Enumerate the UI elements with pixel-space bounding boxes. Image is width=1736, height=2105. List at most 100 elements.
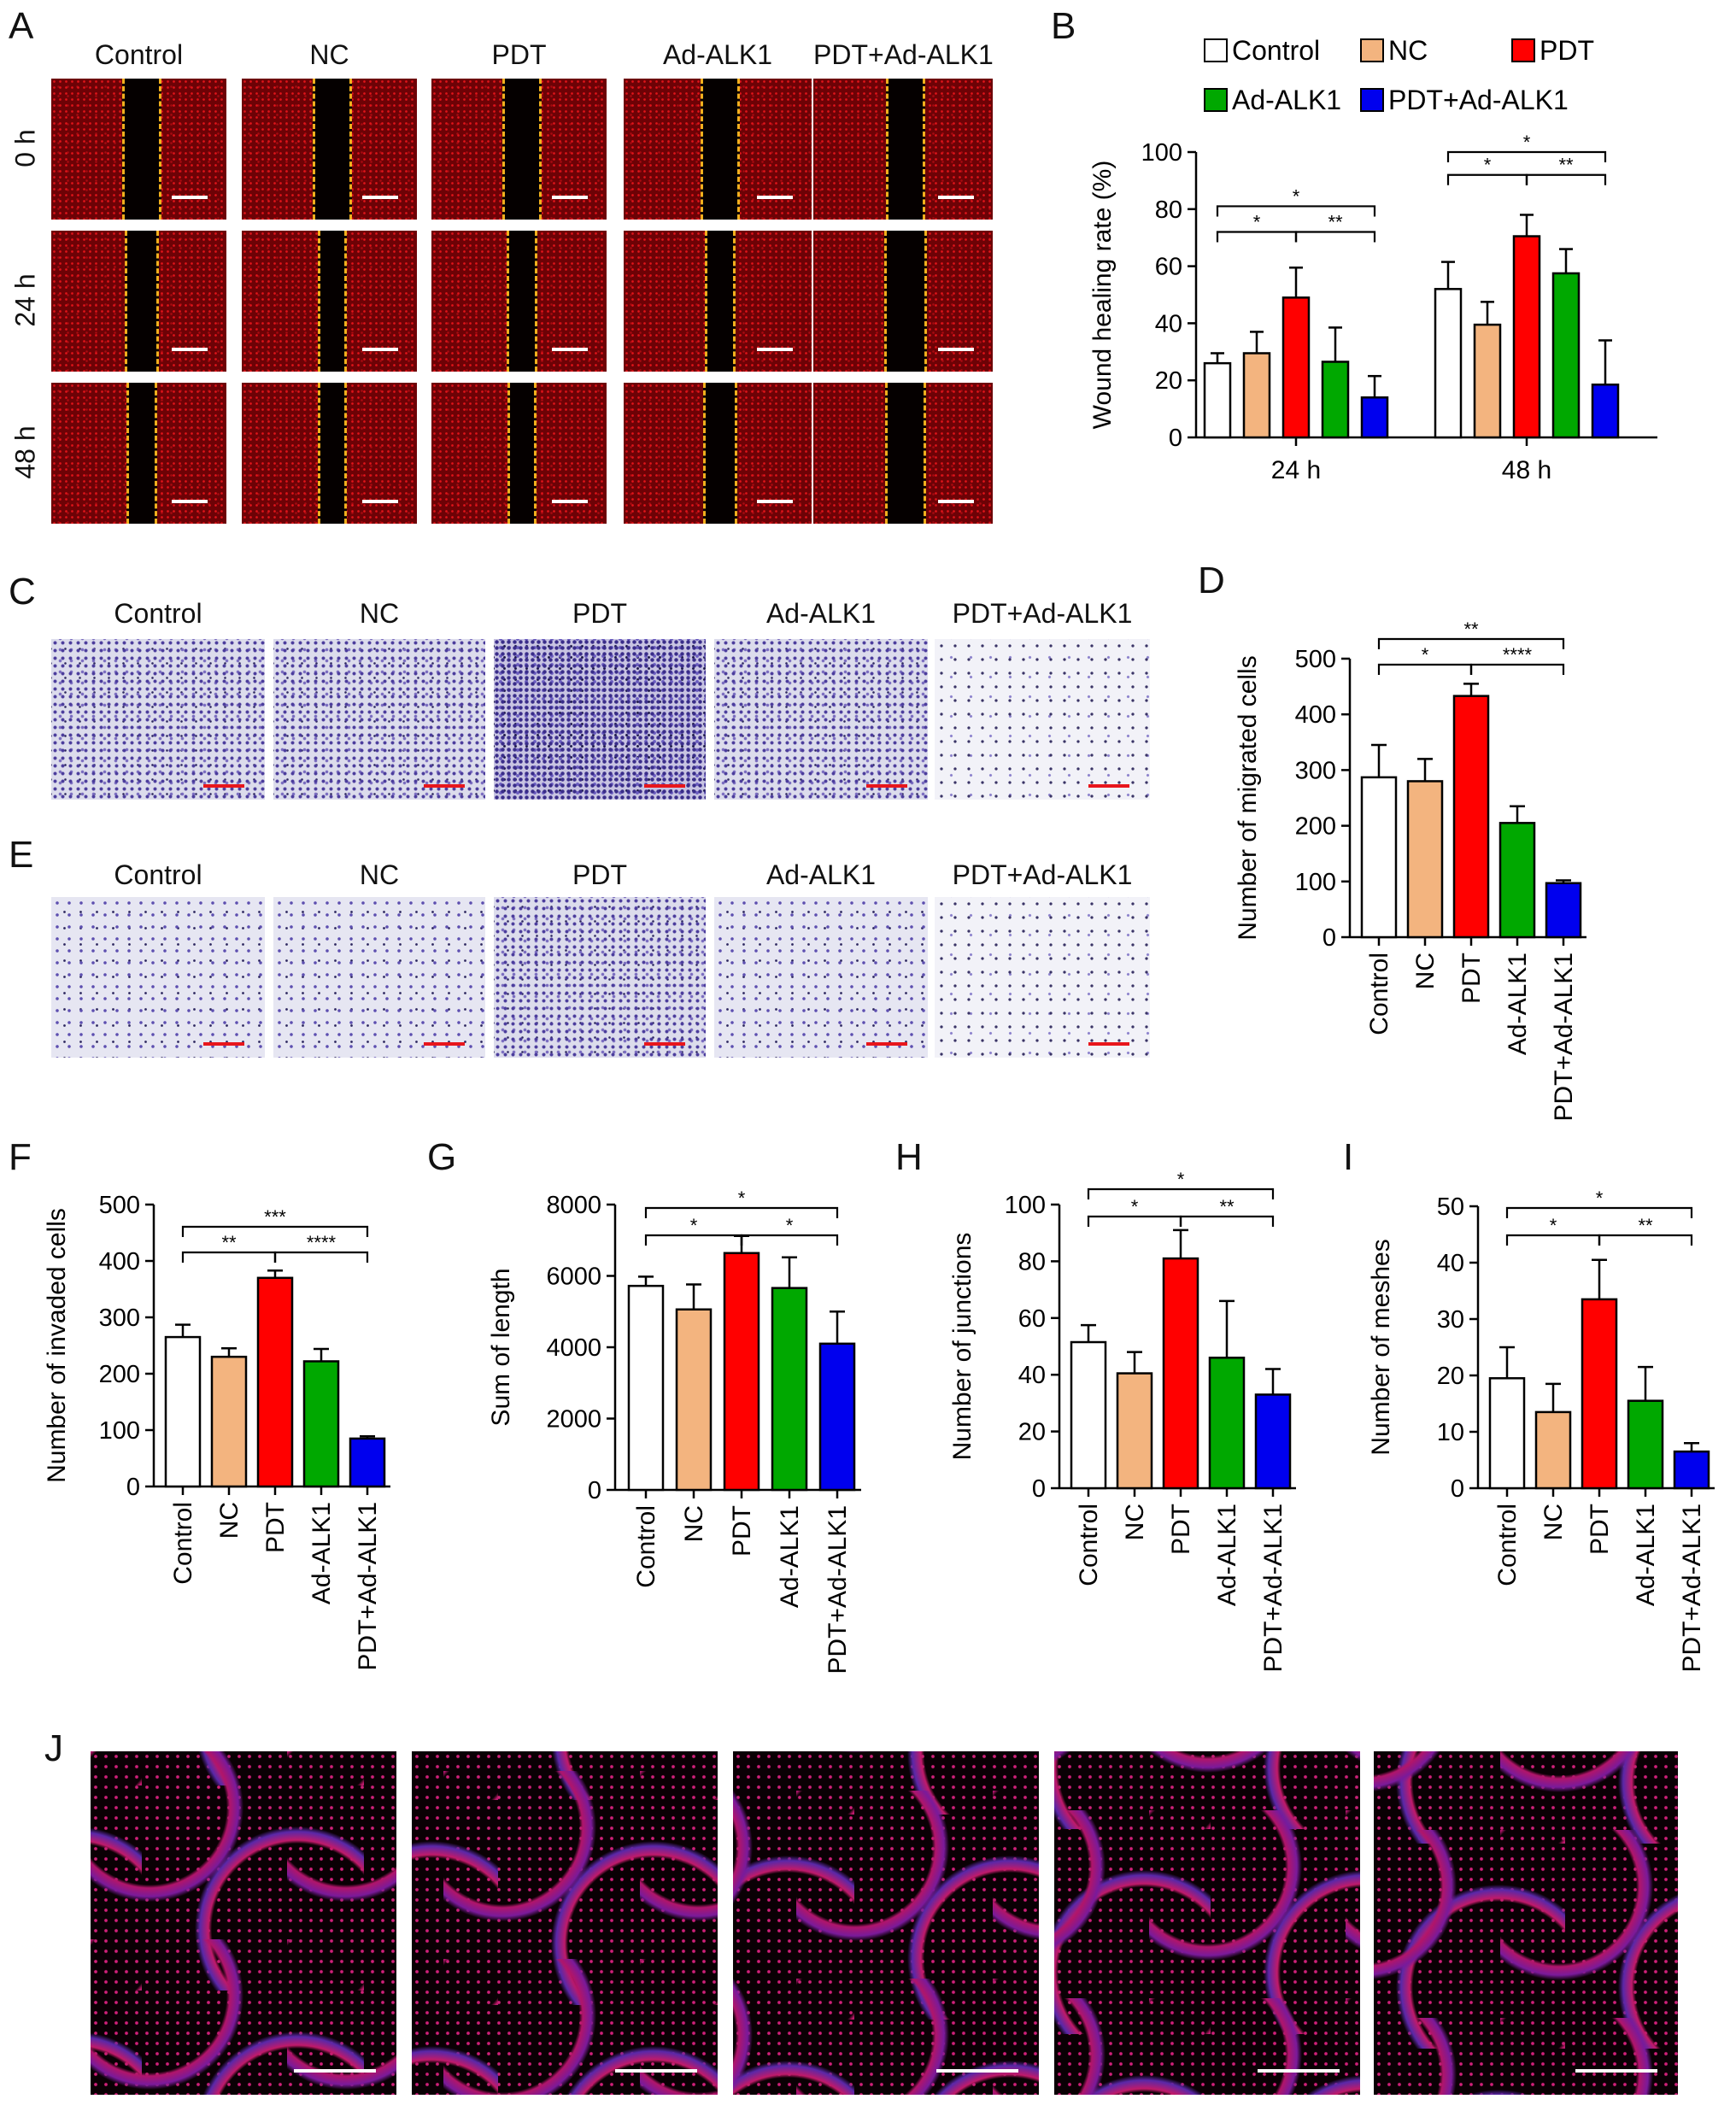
significance-bracket <box>1598 1234 1693 1246</box>
significance-bracket <box>1377 663 1473 675</box>
scale-bar <box>615 2069 697 2073</box>
x-tick-label: PDT+Ad-ALK1 <box>1678 1504 1706 1673</box>
wound-gap <box>701 79 740 220</box>
wound-image <box>813 383 993 524</box>
y-tick-label: 200 <box>99 1361 140 1388</box>
y-axis-label: Number of meshes <box>1367 1239 1395 1455</box>
y-axis-label: Wound healing rate (%) <box>1088 161 1117 430</box>
wound-gap <box>317 383 347 524</box>
bar <box>1498 822 1536 939</box>
scale-bar <box>866 1042 907 1046</box>
y-tick-label: 6000 <box>546 1264 601 1291</box>
wound-row-label: 0 h <box>9 128 41 167</box>
x-tick-label: PDT <box>728 1505 756 1557</box>
invasion-column-label: NC <box>359 859 400 890</box>
y-tick-label: 20 <box>1018 1419 1046 1446</box>
y-tick-label: 500 <box>1295 646 1336 673</box>
migration-image <box>714 639 928 800</box>
y-axis-label: Number of junctions <box>948 1233 976 1461</box>
bar <box>1627 1399 1664 1490</box>
wound-gap <box>126 383 157 524</box>
bar <box>164 1335 202 1488</box>
significance-label: * <box>1484 155 1492 176</box>
chart-invaded-cells: 0 100 200 300 400 500 Number of invaded cells C… <box>43 1192 390 1671</box>
panel-label-g: G <box>427 1136 457 1178</box>
panel-label-d: D <box>1198 560 1225 601</box>
y-tick-label: 100 <box>1295 869 1336 896</box>
significance-bracket <box>181 1225 369 1237</box>
bar <box>1360 776 1398 939</box>
significance-label: ** <box>221 1232 237 1253</box>
migration-column-label: PDT <box>572 598 627 629</box>
bar <box>1488 1377 1526 1490</box>
x-tick-label: PDT <box>1586 1504 1614 1555</box>
significance-label: ** <box>1558 155 1574 176</box>
y-tick-label: 50 <box>1437 1193 1464 1221</box>
x-tick-label: NC <box>1540 1504 1568 1540</box>
y-tick-label: 400 <box>1295 701 1336 729</box>
significance-bracket <box>740 1234 839 1246</box>
legend-label: PDT+Ad-ALK1 <box>1388 85 1569 115</box>
significance-label: * <box>690 1215 698 1236</box>
wound-image <box>242 231 417 372</box>
bar <box>1116 1372 1153 1490</box>
wound-gap <box>317 231 347 372</box>
significance-label: *** <box>264 1206 286 1228</box>
wound-column-label: PDT+Ad-ALK1 <box>813 39 994 70</box>
x-tick-label: NC <box>1121 1504 1149 1540</box>
wound-column-label: PDT <box>491 39 547 70</box>
bar <box>1434 288 1463 439</box>
panel-label-j: J <box>44 1727 63 1769</box>
x-tick-label: PDT+Ad-ALK1 <box>1259 1504 1287 1673</box>
significance-bracket <box>644 1206 839 1218</box>
significance-bracket <box>1087 1187 1275 1199</box>
significance-label: * <box>1293 185 1300 207</box>
x-tick-label: PDT+Ad-ALK1 <box>1550 953 1578 1122</box>
significance-label: ** <box>1219 1196 1235 1217</box>
y-tick-label: 300 <box>99 1305 140 1332</box>
legend-swatch <box>1204 88 1228 112</box>
x-tick-label: Ad-ALK1 <box>1632 1504 1660 1606</box>
bar <box>1512 235 1541 439</box>
scale-bar <box>757 500 793 503</box>
wound-image <box>431 231 607 372</box>
bar <box>210 1355 248 1488</box>
scale-bar <box>424 784 465 788</box>
invasion-image <box>714 897 928 1058</box>
bar <box>1203 361 1232 439</box>
bar <box>1070 1340 1107 1490</box>
invasion-column-label: PDT+Ad-ALK1 <box>952 859 1133 890</box>
scale-bar <box>866 784 907 788</box>
significance-bracket <box>1505 1206 1693 1218</box>
wound-image <box>51 231 226 372</box>
x-tick-label: 48 h <box>1502 456 1551 484</box>
y-tick-label: 400 <box>99 1248 140 1275</box>
wound-column-label: Control <box>94 39 184 70</box>
bar <box>723 1252 760 1492</box>
migration-column-label: Ad-ALK1 <box>765 598 877 629</box>
tube-image <box>733 1751 1039 2095</box>
significance-bracket <box>1216 205 1376 217</box>
scale-bar <box>362 196 398 199</box>
panel-label-e: E <box>9 834 34 876</box>
chart-migrated-cells: 0 100 200 300 400 500 Number of migrated cells… <box>1234 619 1586 1122</box>
significance-bracket <box>1446 173 1528 185</box>
wound-row-label: 24 h <box>9 273 41 327</box>
significance-label: * <box>1523 132 1531 153</box>
panel-label-h: H <box>895 1136 923 1178</box>
chart-number-of-meshes: 0 10 20 30 40 50 Number of meshes Control NC PDT A… <box>1367 1187 1715 1673</box>
wound-gap <box>312 79 352 220</box>
scale-bar <box>172 500 208 503</box>
x-tick-label: Control <box>169 1502 197 1585</box>
legend-swatch <box>1360 38 1384 62</box>
wound-gap <box>884 231 927 372</box>
significance-bracket <box>644 1234 743 1246</box>
bar <box>1281 296 1311 439</box>
scale-bar <box>757 196 793 199</box>
bar <box>1254 1393 1292 1490</box>
significance-label: * <box>1177 1169 1185 1190</box>
wound-gap <box>885 383 926 524</box>
significance-label: * <box>1550 1215 1557 1236</box>
scale-bar <box>294 2069 376 2073</box>
scale-bar <box>938 500 974 503</box>
